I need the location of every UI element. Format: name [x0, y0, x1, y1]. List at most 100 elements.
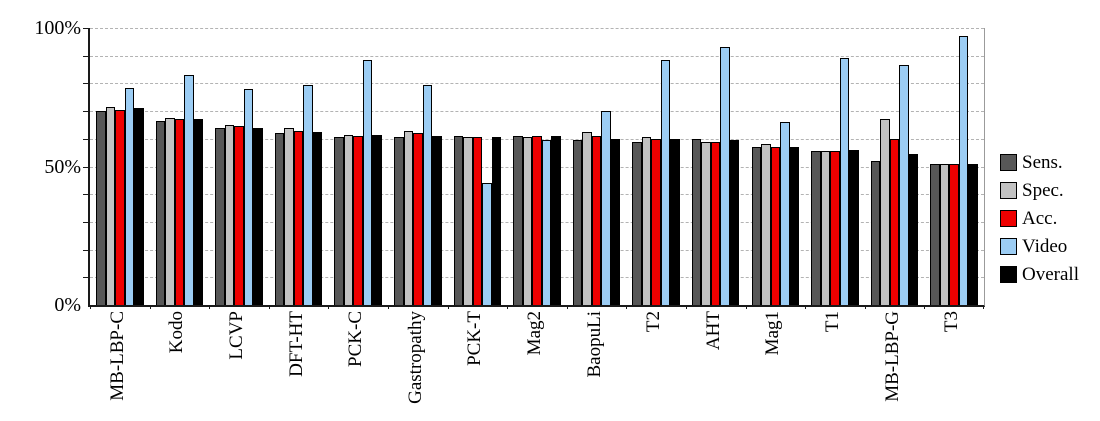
bar-group-mb-lbp-g	[865, 28, 925, 305]
bar-overall-pck-t	[491, 137, 502, 305]
bar-overall-aht	[729, 140, 740, 305]
bar-group-mag1	[746, 28, 806, 305]
bar-group-baopuli	[567, 28, 627, 305]
bar-video-t2	[660, 59, 671, 305]
y-axis-tick	[83, 111, 88, 113]
x-axis-label-mb-lbp-c: MB-LBP-C	[106, 311, 128, 401]
legend-label-video: Video	[1022, 236, 1068, 257]
bar-spec-t3	[939, 163, 950, 305]
x-axis-label-gastropathy: Gastropathy	[404, 311, 426, 404]
x-axis-tick	[447, 305, 449, 309]
bar-video-dft-ht	[303, 84, 313, 305]
bar-video-baopuli	[601, 111, 611, 305]
x-axis-tick	[805, 305, 807, 309]
bar-group-dft-ht	[269, 28, 329, 305]
bar-sens-pck-t	[453, 136, 464, 305]
bar-video-mb-lbp-c	[124, 87, 135, 305]
gridline-100pct	[90, 28, 984, 29]
bar-group-mag2	[507, 28, 567, 305]
bar-video-gastropathy	[422, 84, 433, 305]
bar-sens-t1	[811, 151, 821, 305]
legend-entry-spec: Spec.	[1000, 180, 1079, 201]
bar-video-kodo	[184, 75, 194, 305]
x-axis-tick	[864, 305, 866, 309]
bar-group-mb-lbp-c	[90, 28, 150, 305]
bar-group-t1	[805, 28, 865, 305]
x-axis-tick	[626, 305, 628, 309]
legend-label-overall: Overall	[1022, 264, 1079, 285]
bar-acc-t1	[830, 151, 840, 305]
x-axis-label-pck-c: PCK-C	[345, 311, 367, 367]
bar-group-aht	[686, 28, 746, 305]
x-axis-tick	[566, 305, 568, 309]
y-axis-label-100: 100%	[34, 17, 81, 39]
legend-entry-video: Video	[1000, 236, 1079, 257]
legend-swatch-spec	[1000, 182, 1017, 199]
y-axis-tick	[83, 55, 88, 57]
bar-acc-mag1	[770, 147, 781, 305]
bar-overall-t1	[849, 149, 859, 305]
bar-video-aht	[720, 47, 730, 305]
bar-spec-mag1	[761, 144, 771, 305]
bar-acc-pck-t	[472, 137, 483, 305]
bar-group-lcvp	[209, 28, 269, 305]
bar-acc-t2	[651, 138, 661, 305]
bar-acc-pck-c	[353, 136, 363, 305]
x-axis-label-t3: T3	[941, 311, 963, 333]
bar-acc-lcvp	[234, 126, 244, 305]
bar-group-kodo	[150, 28, 210, 305]
bar-overall-mb-lbp-c	[134, 108, 144, 305]
bar-spec-pck-c	[343, 134, 354, 305]
x-axis-label-mb-lbp-g: MB-LBP-G	[881, 311, 903, 402]
bar-group-gastropathy	[388, 28, 448, 305]
bar-acc-mb-lbp-c	[115, 109, 125, 305]
legend-entry-sens: Sens.	[1000, 152, 1079, 173]
bar-overall-gastropathy	[432, 136, 442, 305]
bar-sens-t3	[930, 163, 940, 305]
y-axis-tick	[83, 277, 88, 279]
bar-overall-lcvp	[253, 127, 263, 305]
bar-overall-mb-lbp-g	[908, 154, 919, 305]
bar-sens-mb-lbp-g	[870, 160, 881, 305]
x-axis-label-t1: T1	[822, 311, 843, 333]
x-axis-tick	[209, 305, 211, 309]
bar-overall-pck-c	[372, 134, 382, 305]
x-axis-label-t2: T2	[643, 311, 665, 333]
bar-acc-t3	[949, 163, 959, 305]
bar-group-t3	[924, 28, 984, 305]
bar-overall-t2	[670, 138, 680, 305]
bar-sens-lcvp	[215, 127, 225, 305]
bar-overall-t3	[968, 163, 978, 305]
bar-spec-baopuli	[582, 131, 592, 305]
y-axis-tick	[83, 28, 88, 29]
bar-spec-gastropathy	[403, 130, 414, 305]
bar-sens-gastropathy	[394, 137, 404, 305]
bar-video-lcvp	[243, 88, 254, 305]
bar-spec-mb-lbp-c	[105, 106, 116, 305]
bar-overall-mag1	[789, 147, 800, 305]
x-axis-tick	[149, 305, 151, 309]
bar-group-t2	[626, 28, 686, 305]
bar-group-pck-c	[328, 28, 388, 305]
bar-group-pck-t	[448, 28, 508, 305]
y-axis-tick	[83, 138, 88, 140]
x-axis-label-lcvp: LCVP	[226, 311, 247, 360]
gridline-80pct	[90, 83, 984, 85]
legend-entry-acc: Acc.	[1000, 209, 1079, 228]
legend-label-sens: Sens.	[1022, 152, 1063, 173]
y-axis-tick	[83, 166, 88, 168]
bar-acc-kodo	[174, 119, 185, 305]
bar-video-mag1	[780, 122, 790, 305]
bar-acc-mb-lbp-g	[889, 138, 900, 305]
bar-spec-lcvp	[224, 124, 235, 305]
bar-video-mb-lbp-g	[899, 65, 909, 305]
bar-spec-aht	[701, 141, 711, 305]
bar-sens-mag1	[751, 147, 762, 305]
legend-label-spec: Spec.	[1022, 180, 1064, 201]
bar-acc-gastropathy	[413, 133, 423, 305]
x-axis-tick	[388, 305, 389, 309]
bar-spec-dft-ht	[284, 127, 294, 305]
x-axis-tick	[745, 305, 747, 309]
bar-acc-dft-ht	[293, 130, 304, 305]
bar-spec-kodo	[165, 118, 175, 305]
